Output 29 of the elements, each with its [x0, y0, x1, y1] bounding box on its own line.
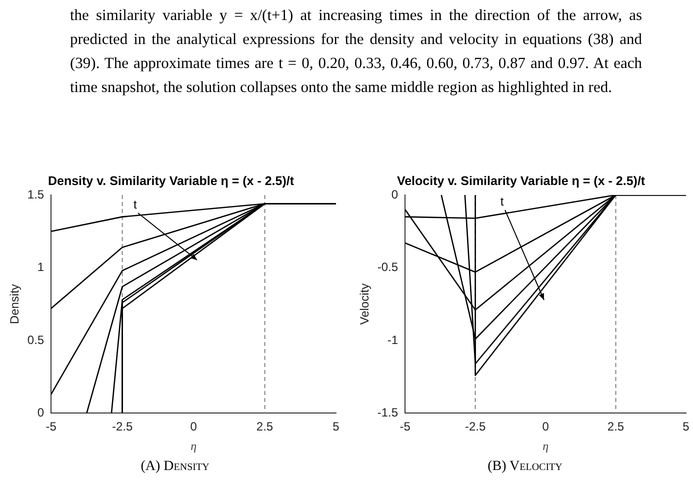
chart-title: Density v. Similarity Variable η = (x - 2.5)/t: [48, 174, 295, 188]
x-tick-label: 2.5: [607, 420, 624, 434]
annotation: t: [500, 194, 504, 209]
x-tick-label: 0: [542, 420, 550, 434]
x-tick-label: 2.5: [256, 420, 274, 434]
text: (A) Density: [140, 459, 210, 475]
x-tick-label: -2.5: [464, 420, 486, 434]
x-tick-label: 0: [190, 420, 198, 434]
x-axis-title: η: [190, 438, 197, 453]
x-tick-label: -5: [46, 420, 57, 434]
y-tick-label: -1.5: [377, 406, 398, 420]
chart-title: Velocity v. Similarity Variable η = (x - 2.5)/t: [396, 174, 646, 188]
y-axis-title: Velocity: [358, 283, 372, 325]
y-tick-label: 1: [37, 260, 44, 274]
text: the similarity variable y = x/(t+1) at increasing times in the direction of the arrow, as predicted in the analytical expressions for the density and velocity in equations (38) and (39). The approximate times are t = 0, 0.20, 0.33, 0.46, 0.60, 0.73, 0.87 and 0.97. At each time snapshot, the solution collapses onto the same middle region as highlighted in red.: [70, 6, 642, 98]
x-tick-label: -5: [400, 420, 411, 434]
x-axis-title: η: [542, 438, 549, 453]
y-tick-label: 0: [391, 187, 398, 202]
y-tick-label: 0: [37, 406, 44, 420]
y-tick-label: 0.5: [27, 332, 44, 347]
y-tick-label: -1: [387, 332, 398, 347]
x-tick-label: -2.5: [112, 420, 133, 434]
x-tick-label: 5: [332, 420, 340, 434]
y-axis-title: Density: [8, 284, 22, 324]
x-tick-label: 5: [682, 420, 690, 434]
y-tick-label: -0.5: [377, 260, 398, 274]
y-tick-label: 1.5: [27, 187, 44, 202]
annotation: t: [133, 198, 138, 212]
text: (B) Velocity: [486, 459, 564, 475]
